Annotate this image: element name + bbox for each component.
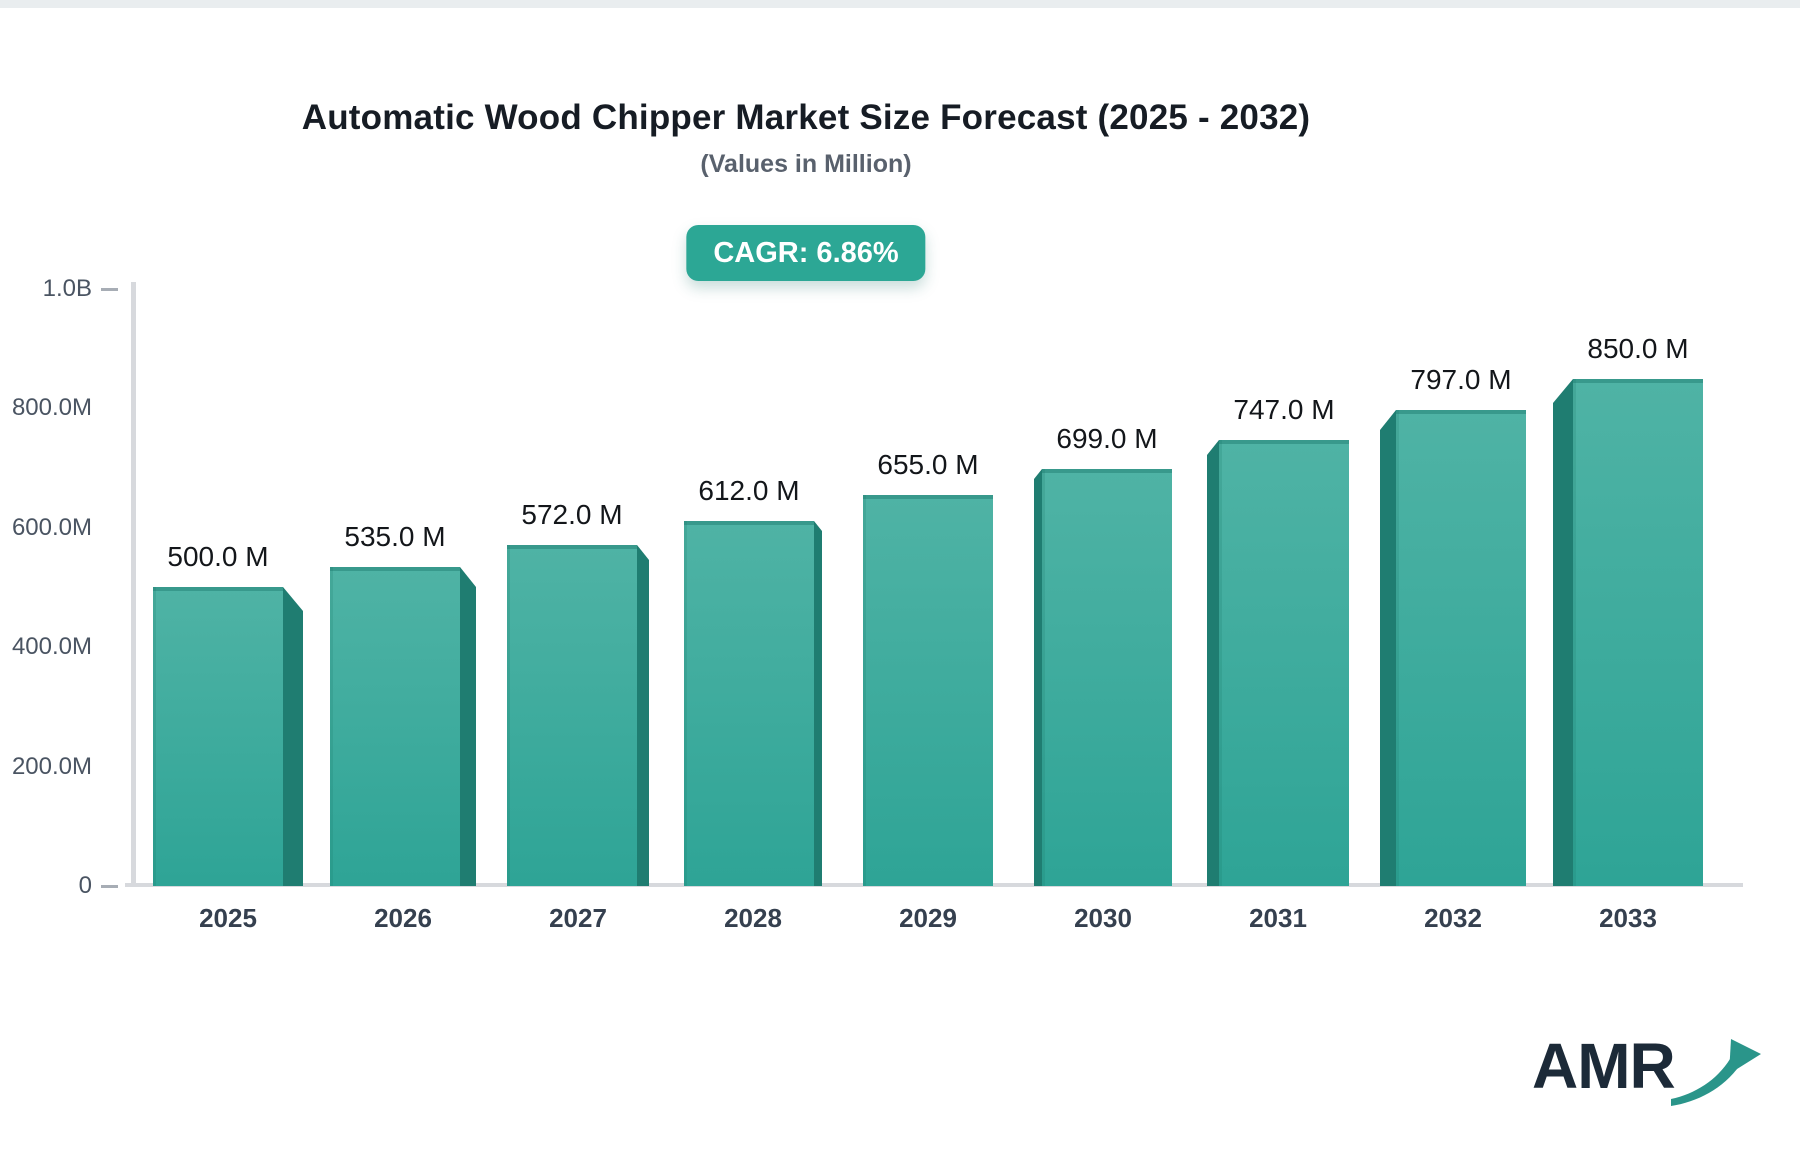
bar-2027: 572.0 M	[507, 499, 649, 886]
amr-logo: AMR	[1532, 1026, 1769, 1114]
x-tick-label-2028: 2028	[724, 903, 782, 933]
bar-2029: 655.0 M	[863, 449, 993, 886]
y-tick-dash	[101, 288, 118, 291]
y-tick-label: 0	[78, 872, 92, 899]
bar-face	[684, 521, 814, 886]
bar-side-face	[460, 567, 476, 886]
bar-side-face	[1553, 379, 1573, 886]
bar-side-face	[283, 587, 303, 886]
bar-2031: 747.0 M	[1207, 394, 1349, 886]
bar-face	[1573, 379, 1703, 886]
bar-face	[1042, 469, 1172, 886]
cagr-badge: CAGR: 6.86%	[686, 225, 926, 281]
y-tick-label: 200.0M	[11, 752, 92, 780]
y-tick-label: 400.0M	[11, 633, 92, 661]
y-tick-label: 800.0M	[11, 394, 92, 422]
x-tick-label-2030: 2030	[1074, 903, 1132, 933]
y-axis-line	[131, 282, 136, 886]
x-tick-label-2031: 2031	[1249, 903, 1307, 933]
bar-face	[863, 495, 993, 886]
x-tick-label-2026: 2026	[374, 903, 432, 933]
bar-value-label: 850.0 M	[1587, 333, 1689, 364]
bar-2033: 850.0 M	[1553, 333, 1703, 886]
bar-2026: 535.0 M	[330, 521, 476, 886]
bar-face	[153, 587, 283, 886]
bar-face	[507, 545, 637, 886]
x-tick-label-2033: 2033	[1599, 903, 1657, 933]
bar-2032: 797.0 M	[1380, 364, 1526, 886]
bar-value-label: 500.0 M	[167, 541, 269, 572]
bar-side-face	[1034, 469, 1042, 886]
bar-value-label: 612.0 M	[698, 475, 800, 506]
page-top-edge	[0, 0, 1800, 8]
y-tick-label: 600.0M	[11, 513, 92, 541]
bar-side-face	[1207, 440, 1219, 886]
bar-value-label: 699.0 M	[1056, 423, 1158, 454]
bar-2025: 500.0 M	[153, 541, 303, 886]
bar-2030: 699.0 M	[1034, 423, 1172, 886]
bar-face	[330, 567, 460, 886]
bar-side-face	[814, 521, 822, 886]
x-tick-label-2032: 2032	[1424, 903, 1482, 933]
bar-side-face	[1380, 410, 1396, 886]
x-tick-label-2027: 2027	[549, 903, 607, 933]
x-tick-label-2025: 2025	[199, 903, 257, 933]
bar-value-label: 747.0 M	[1233, 394, 1335, 425]
bar-value-label: 572.0 M	[521, 499, 623, 530]
bar-value-label: 535.0 M	[344, 521, 446, 552]
bar-2028: 612.0 M	[684, 475, 822, 886]
bar-value-label: 655.0 M	[877, 449, 979, 480]
growth-arrow-icon	[1670, 1039, 1761, 1106]
y-tick-dash	[101, 885, 118, 888]
bar-side-face	[637, 545, 649, 886]
chart-title: Automatic Wood Chipper Market Size Forec…	[301, 98, 1311, 137]
bar-face	[1219, 440, 1349, 886]
chart-subtitle: (Values in Million)	[700, 150, 912, 178]
bar-face	[1396, 410, 1526, 886]
amr-logo-text: AMR	[1532, 1030, 1676, 1102]
x-tick-label-2029: 2029	[899, 903, 957, 933]
y-tick-label: 1.0B	[42, 275, 92, 302]
bar-value-label: 797.0 M	[1410, 364, 1512, 395]
